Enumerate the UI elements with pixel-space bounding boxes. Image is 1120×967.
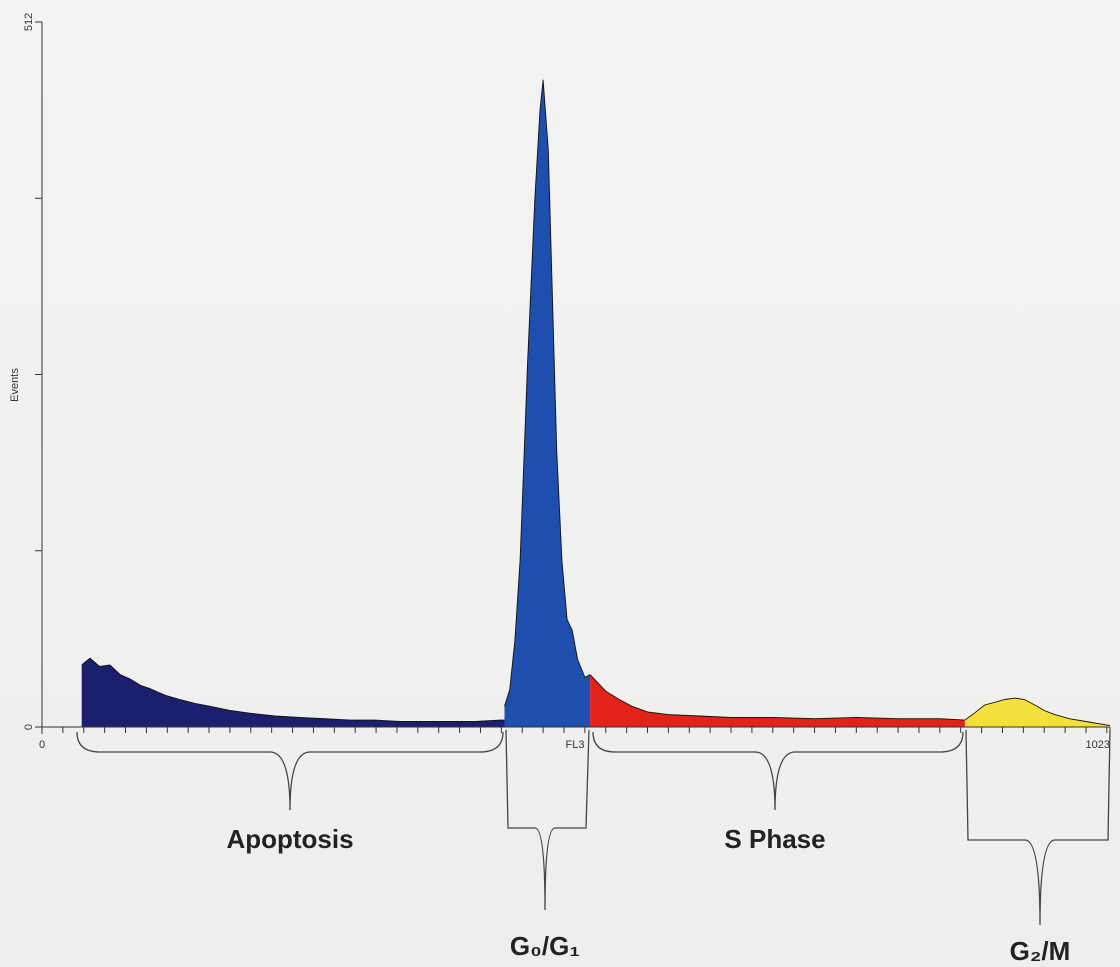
- region-label: G₂/M: [1010, 936, 1071, 966]
- area-outline: [589, 674, 965, 721]
- y-tick-label: 0: [23, 724, 35, 730]
- x-tick-label: 1023: [1086, 739, 1110, 751]
- region-label: Apoptosis: [226, 824, 353, 854]
- area-outline: [81, 657, 505, 722]
- region-label: S Phase: [724, 824, 825, 854]
- x-tick-label: 0: [39, 739, 45, 751]
- brace-apoptosis: [76, 731, 504, 811]
- y-tick-label: 512: [23, 13, 35, 31]
- region-label: G₀/G₁: [510, 931, 580, 961]
- area-fill: [590, 674, 965, 727]
- y-axis-label: Events: [9, 368, 21, 402]
- area-fill: [504, 79, 591, 728]
- area-outline: [504, 79, 591, 707]
- brace-g0g1: [505, 729, 590, 911]
- area-outline: [964, 697, 1111, 727]
- plot: 0 512 0 1023: [23, 13, 1111, 751]
- brace-g2m: [965, 729, 1111, 926]
- brace-s-phase: [592, 731, 964, 811]
- area-fill: [81, 658, 505, 727]
- x-axis-label: FL3: [566, 739, 585, 751]
